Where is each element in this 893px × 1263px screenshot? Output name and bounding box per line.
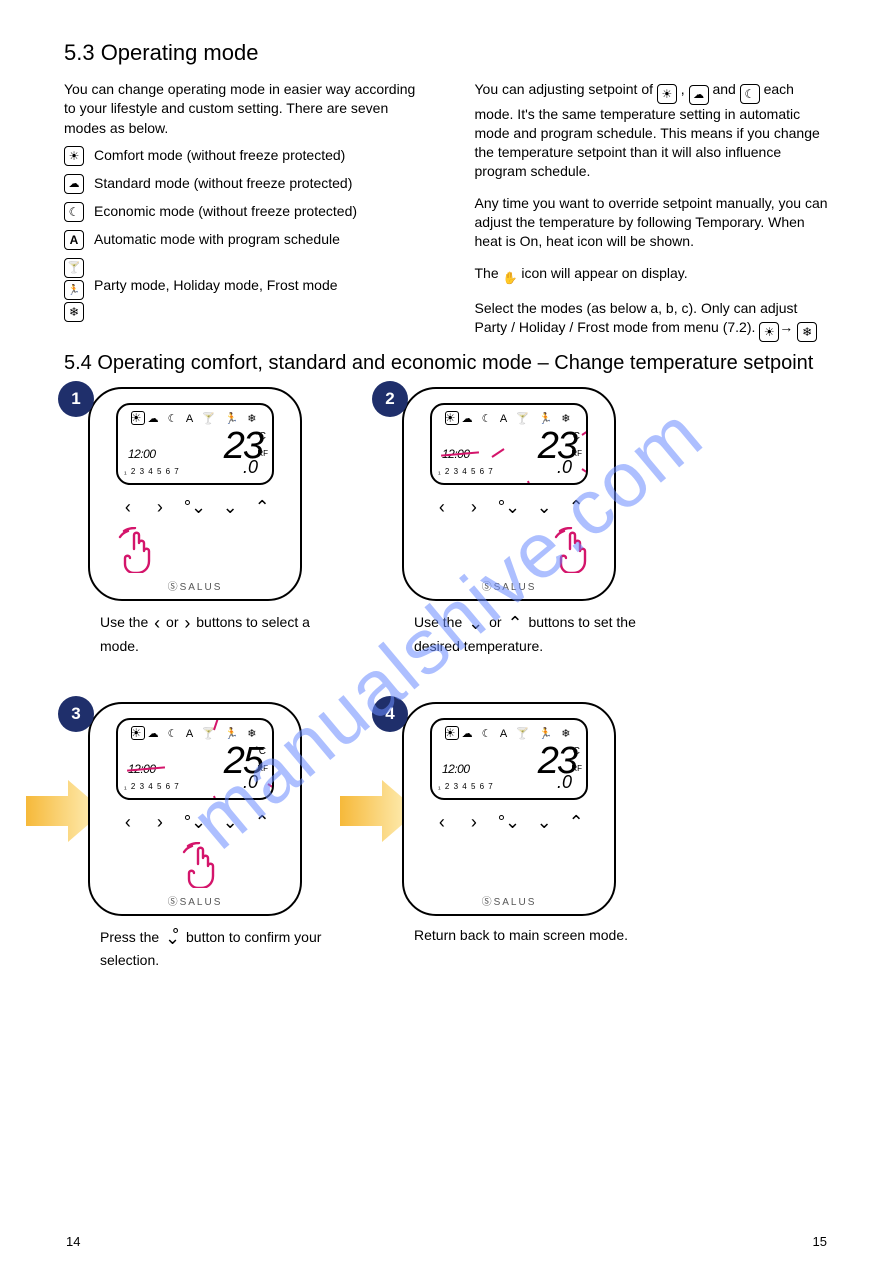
screen-temp-dec: .0	[557, 772, 572, 793]
device-keys: ‹› °⌄⌄⌃	[434, 812, 584, 833]
screen-clock: 12:00	[128, 447, 156, 461]
section-5-4-title: 5.4 Operating comfort, standard and econ…	[64, 352, 829, 375]
page-number-right: 15	[813, 1234, 827, 1249]
moon-icon	[740, 84, 760, 104]
flash-lines-icon	[432, 405, 586, 483]
section-5-3-title: 5.3 Operating mode	[64, 40, 829, 66]
cloud-icon	[689, 85, 709, 105]
device-keys: ‹› °⌄⌄⌃	[434, 497, 584, 518]
screen-mode-icons: ☁ ☾ A 🍸 🏃 ❄	[118, 411, 272, 425]
sun-icon	[759, 322, 779, 342]
device-brand: ⓈSALUS	[168, 578, 223, 593]
sun-icon	[657, 84, 677, 104]
thermostat-figure: ☁ ☾ A 🍸 🏃 ❄ 25 .0 °C RF 12:00 ₁ 2 3 4 5 …	[88, 702, 302, 916]
mode-moon-label: Economic mode (without freeze protected)	[94, 202, 419, 221]
thermostat-figure: ☁ ☾ A 🍸 🏃 ❄ 23 .0 °C RF 12:00 ₁ 2 3 4 5 …	[402, 387, 616, 601]
thermostat-figure: ☁ ☾ A 🍸 🏃 ❄ 23 .0 °C RF 12:00 ₁ 2 3 4 5 …	[88, 387, 302, 601]
right-para3: The icon will appear on display.	[475, 264, 830, 287]
mode-cloud-label: Standard mode (without freeze protected)	[94, 174, 419, 193]
step-badge-3: 3	[58, 696, 94, 732]
flash-lines-icon	[118, 720, 272, 798]
ok-button-icon: ⌄̊	[165, 928, 180, 948]
right-para1: You can adjusting setpoint of , and each…	[475, 81, 820, 179]
device-brand: ⓈSALUS	[482, 578, 537, 593]
step1-caption: Use the ‹ or › buttons to select a mode.	[100, 611, 338, 656]
thermostat-figure: ☁ ☾ A 🍸 🏃 ❄ 23 .0 °C RF 12:00 ₁ 2 3 4 5 …	[402, 702, 616, 916]
moon-icon	[64, 202, 84, 222]
mode-tri-label: Party mode, Holiday mode, Frost mode	[94, 258, 419, 295]
intro-paragraph: You can change operating mode in easier …	[64, 80, 419, 138]
right-para2: Any time you want to override setpoint m…	[475, 194, 830, 252]
right-para4-line1: Select the modes (as below a, b, c). Onl…	[475, 299, 830, 342]
screen-clock: 12:00	[442, 762, 470, 776]
screen-unit: °C	[255, 431, 266, 442]
holiday-icon	[64, 280, 84, 300]
step4-caption: Return back to main screen mode.	[414, 926, 652, 946]
screen-rf: RF	[257, 449, 268, 458]
sun-icon	[64, 146, 84, 166]
up-chevron-icon: ⌃	[507, 613, 522, 633]
frost-icon	[797, 322, 817, 342]
device-keys: ‹› °⌄⌄⌃	[120, 497, 270, 518]
left-chevron-icon: ‹	[154, 613, 160, 633]
screen-temp-dec: .0	[243, 457, 258, 478]
hand-icon	[503, 268, 518, 287]
screen-program: ₁ 2 3 4 5 6 7	[124, 467, 180, 476]
right-chevron-icon: ›	[184, 613, 190, 633]
mode-auto-label: Automatic mode with program schedule	[94, 230, 419, 249]
screen-rf: RF	[571, 764, 582, 773]
screen-mode-icons: ☁ ☾ A 🍸 🏃 ❄	[432, 726, 586, 740]
cloud-icon	[64, 174, 84, 194]
step-badge-4: 4	[372, 696, 408, 732]
device-keys: ‹› °⌄⌄⌃	[120, 812, 270, 833]
party-icon	[64, 258, 84, 278]
step2-caption: Use the ⌄ or ⌃ buttons to set the desire…	[414, 611, 652, 656]
auto-icon	[64, 230, 84, 250]
mode-sun-label: Comfort mode (without freeze protected)	[94, 146, 419, 165]
device-brand: ⓈSALUS	[168, 893, 223, 908]
screen-program: ₁ 2 3 4 5 6 7	[438, 782, 494, 791]
frost-icon	[64, 302, 84, 322]
screen-unit: °C	[569, 746, 580, 757]
step3-caption: Press the ⌄̊ button to confirm your sele…	[100, 926, 338, 971]
down-chevron-icon: ⌄	[468, 613, 483, 633]
page-number-left: 14	[66, 1234, 80, 1249]
device-brand: ⓈSALUS	[482, 893, 537, 908]
